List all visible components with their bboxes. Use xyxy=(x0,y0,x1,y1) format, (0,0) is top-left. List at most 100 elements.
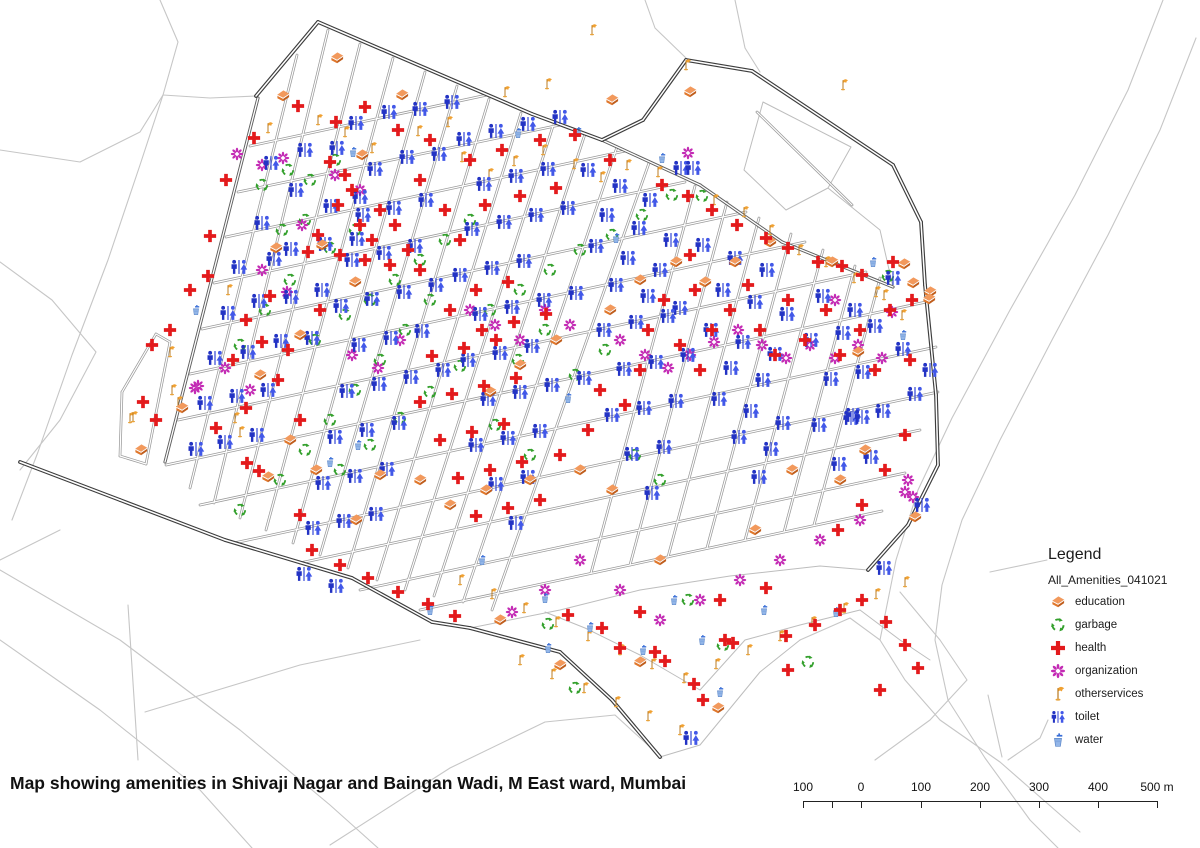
toilet-marker xyxy=(367,161,384,176)
organization-marker xyxy=(731,323,745,337)
street-line xyxy=(667,217,760,558)
health-marker xyxy=(911,661,925,675)
water-marker xyxy=(671,594,678,605)
otherservices-marker xyxy=(521,602,530,614)
toilet-marker xyxy=(418,192,435,207)
health-marker xyxy=(819,303,833,317)
toilet-marker xyxy=(835,325,852,340)
toilet-marker xyxy=(854,409,871,424)
toilet-marker xyxy=(231,259,248,274)
education-marker xyxy=(653,553,667,566)
toilet-marker xyxy=(823,371,840,386)
garbage-marker xyxy=(462,212,477,228)
toilet-marker xyxy=(207,350,224,365)
education-marker xyxy=(573,463,587,476)
toilet-marker xyxy=(847,302,864,317)
garbage-marker xyxy=(362,437,377,453)
street-line xyxy=(531,113,603,141)
health-marker xyxy=(633,605,647,619)
otherservices-marker xyxy=(315,114,324,126)
health-marker xyxy=(423,133,437,147)
street-line xyxy=(590,185,696,574)
toilet-marker xyxy=(512,384,529,399)
legend-item-label: garbage xyxy=(1075,619,1118,631)
organization-marker xyxy=(505,605,519,619)
legend: Legend All_Amenities_041021 education ga… xyxy=(1048,546,1198,748)
organization-marker xyxy=(681,146,695,160)
health-marker xyxy=(413,263,427,277)
health-marker xyxy=(163,323,177,337)
toilet-marker xyxy=(723,360,740,375)
organization-marker xyxy=(853,513,867,527)
health-marker xyxy=(353,218,367,232)
toilet-marker xyxy=(568,285,585,300)
toilet-marker xyxy=(283,289,300,304)
street-line xyxy=(347,98,490,569)
toilet-marker xyxy=(759,262,776,277)
education-marker xyxy=(748,523,762,536)
health-marker xyxy=(305,543,319,557)
toilet-marker xyxy=(328,578,345,593)
education-marker xyxy=(669,255,683,268)
health-marker xyxy=(759,581,773,595)
toilet-marker xyxy=(315,475,332,490)
health-marker xyxy=(323,155,337,169)
health-marker xyxy=(358,253,372,267)
street-line xyxy=(601,119,644,141)
toilet-marker xyxy=(464,221,481,236)
water-marker xyxy=(640,644,647,655)
otherservices-marker xyxy=(873,588,882,600)
legend-item-label: health xyxy=(1075,642,1107,654)
health-marker xyxy=(705,203,719,217)
toilet-marker xyxy=(327,429,344,444)
health-marker xyxy=(293,508,307,522)
organization-marker xyxy=(255,263,269,277)
health-marker xyxy=(593,383,607,397)
street-line xyxy=(119,391,123,457)
toilet-marker xyxy=(876,560,893,575)
water-marker xyxy=(542,592,549,603)
toilet-marker xyxy=(735,334,752,349)
health-marker xyxy=(391,123,405,137)
toilet-marker xyxy=(540,161,557,176)
street-line xyxy=(491,162,650,611)
road-line xyxy=(544,609,931,691)
toilet-marker xyxy=(412,101,429,116)
road-line xyxy=(799,617,1081,833)
street-line xyxy=(201,211,747,330)
road-line xyxy=(144,639,421,713)
health-marker xyxy=(501,501,515,515)
otherservices-marker xyxy=(169,384,178,396)
toilet-marker xyxy=(283,241,300,256)
street-line xyxy=(19,461,121,501)
toilet-marker xyxy=(815,288,832,303)
toilet-marker xyxy=(339,383,356,398)
toilet-marker xyxy=(560,200,577,215)
health-marker xyxy=(658,654,672,668)
toilet-marker xyxy=(867,318,884,333)
education-marker xyxy=(605,483,619,496)
education-marker xyxy=(605,93,619,106)
street-line xyxy=(164,97,259,463)
toilet-marker xyxy=(428,277,445,292)
street-line xyxy=(224,539,353,579)
street-line xyxy=(119,499,226,541)
toilet-marker xyxy=(508,168,525,183)
street-line xyxy=(265,57,394,531)
street-line xyxy=(317,21,533,115)
street-line xyxy=(155,333,171,343)
otherservices-marker xyxy=(840,79,849,91)
toilet-marker xyxy=(376,245,393,260)
toilet-marker xyxy=(383,330,400,345)
otherservices-icon xyxy=(1055,686,1065,701)
organization-marker xyxy=(613,583,627,597)
toilet-marker xyxy=(652,262,669,277)
toilet-marker xyxy=(528,207,545,222)
toilet-marker xyxy=(488,123,505,138)
toilet-marker xyxy=(811,417,828,432)
street-line xyxy=(233,391,939,544)
health-marker xyxy=(301,245,315,259)
garbage-marker xyxy=(322,412,337,428)
street-line xyxy=(744,249,824,541)
toilet-marker xyxy=(348,115,365,130)
